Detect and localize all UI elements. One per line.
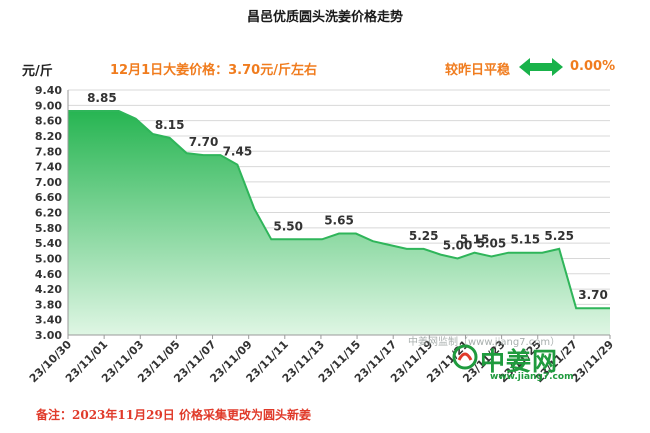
price-series-line [68, 110, 610, 310]
compare-value: 0.00% [570, 59, 616, 74]
y-tick-label: 6.60 [35, 191, 62, 204]
y-tick-label: 4.60 [35, 268, 62, 281]
price-area-fill [68, 111, 610, 335]
y-tick-label: 7.40 [35, 161, 62, 174]
y-tick-label: 9.00 [35, 99, 62, 112]
y-tick-label: 8.60 [35, 115, 62, 128]
y-tick-label: 4.20 [35, 283, 62, 296]
data-label: 7.45 [223, 145, 253, 159]
double-arrow-icon [519, 58, 563, 76]
logo-text: 中姜网 [480, 347, 559, 376]
data-labels: 8.858.157.707.455.50 5.655.255.005.155.05… [87, 91, 608, 302]
ginger-logo-icon [452, 344, 478, 370]
data-label: 5.25 [544, 229, 574, 243]
data-label: 5.00 [443, 238, 473, 252]
price-headline: 12月1日大姜价格：3.70元/斤左右 [110, 63, 317, 78]
logo-url: www.jiang7.com [490, 372, 574, 382]
y-axis-unit: 元/斤 [22, 64, 53, 79]
chart-title: 昌邑优质圆头洗姜价格走势 [246, 10, 403, 25]
data-label: 5.25 [409, 229, 439, 243]
y-tick-label: 5.40 [35, 237, 62, 250]
axis-layer [67, 90, 610, 336]
watermark-source: 中姜网监制（www.jiang7.com） [408, 337, 561, 348]
site-logo: 中姜网 www.jiang7.com [452, 342, 612, 386]
y-tick-label: 3.40 [35, 314, 62, 327]
data-label: 7.70 [189, 135, 219, 149]
data-label: 5.15 [511, 233, 541, 247]
y-tick-label: 3.80 [35, 298, 62, 311]
y-tick-label: 7.00 [35, 176, 62, 189]
y-tick-label: 5.80 [35, 222, 62, 235]
data-label: 8.85 [87, 91, 117, 105]
area-layer [68, 110, 610, 335]
y-tick-label: 8.20 [35, 130, 62, 143]
data-label: 5.65 [324, 214, 354, 228]
data-label: 5.05 [477, 237, 507, 251]
y-tick-label: 7.80 [35, 145, 62, 158]
data-label: 3.70 [578, 288, 608, 302]
y-tick-label: 6.20 [35, 207, 62, 220]
data-label: 8.15 [155, 118, 185, 132]
y-tick-label: 9.40 [35, 84, 62, 97]
compare-label: 较昨日平稳 [445, 63, 511, 78]
footnote: 备注：2023年11月29日 价格采集更改为圆头新姜 [36, 408, 311, 422]
y-tick-label: 3.00 [35, 329, 62, 342]
data-label: 5.15 [460, 233, 490, 247]
y-tick-labels: 3.00 3.40 3.80 4.20 4.60 5.00 5.40 5.80 6.20 6.60… [35, 84, 62, 342]
data-label: 5.50 [273, 219, 303, 233]
y-tick-label: 5.00 [35, 252, 62, 265]
